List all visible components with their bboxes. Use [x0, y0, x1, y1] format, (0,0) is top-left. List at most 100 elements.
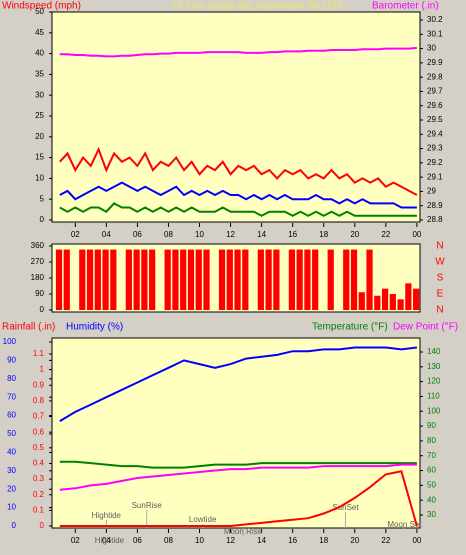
x-tick-label: 08 [164, 230, 173, 239]
y-tick-label: 1 [40, 365, 45, 374]
y-tick-label: 0.1 [33, 505, 45, 514]
annotation: Moon Rise [224, 527, 263, 536]
compass-label: E [437, 289, 444, 300]
bar [312, 249, 319, 310]
bar [133, 249, 140, 310]
bar [257, 249, 264, 310]
bar [405, 283, 412, 310]
y-tick-label: 30 [427, 44, 436, 53]
y-tick-label: 0 [40, 215, 45, 224]
x-tick-label: 12 [226, 230, 235, 239]
bar [397, 299, 404, 310]
bar [187, 249, 195, 310]
bar [327, 249, 334, 310]
series-line [59, 202, 417, 217]
bar [94, 249, 101, 310]
y-tick-label: 29.3 [427, 144, 443, 153]
annotation: Lowtide [189, 515, 217, 524]
y-tick-label: 90 [427, 421, 436, 430]
y-tick-label: 20 [35, 132, 44, 141]
y-tick-label: 80 [427, 436, 436, 445]
y-tick-label: 110 [427, 392, 440, 401]
bar [172, 249, 179, 310]
bar [180, 249, 187, 310]
bar [226, 249, 233, 310]
x-tick-label: 16 [288, 536, 297, 545]
plot-area [51, 337, 421, 529]
axis-label: Barometer (.in) [372, 1, 439, 12]
y-tick-label: 50 [7, 429, 16, 438]
x-tick-label: 18 [319, 230, 328, 239]
x-tick-label: 22 [381, 230, 390, 239]
series-line [59, 460, 417, 469]
bar [55, 249, 63, 310]
x-tick-label: 02 [71, 230, 80, 239]
bar [374, 295, 381, 310]
y-tick-label: 60 [7, 411, 16, 420]
y-tick-label: 360 [31, 241, 45, 250]
y-tick-label: 70 [7, 392, 16, 401]
bar [149, 249, 156, 310]
annotation: Moon Set [387, 520, 422, 529]
x-tick-label: 14 [257, 536, 266, 545]
y-tick-label: 28.8 [427, 215, 443, 224]
x-tick-label: 16 [288, 230, 297, 239]
annotation: Hightide [92, 511, 122, 520]
y-tick-label: 1.1 [33, 349, 45, 358]
y-tick-label: 0 [40, 521, 45, 530]
y-tick-label: 29.2 [427, 158, 443, 167]
y-tick-label: 70 [427, 451, 436, 460]
y-tick-label: 40 [7, 448, 16, 457]
bar [288, 249, 296, 310]
y-tick-label: 15 [35, 153, 44, 162]
y-tick-label: 0.2 [33, 490, 45, 499]
y-tick-label: 100 [3, 337, 17, 346]
compass-label: S [437, 273, 444, 284]
y-tick-label: 40 [35, 49, 44, 58]
bar [234, 249, 241, 310]
x-tick-label: 14 [257, 230, 266, 239]
y-tick-label: 10 [7, 503, 16, 512]
y-tick-label: 0.5 [33, 443, 45, 452]
y-tick-label: 35 [35, 70, 44, 79]
y-tick-label: 60 [427, 466, 436, 475]
y-tick-label: 180 [31, 273, 45, 282]
y-tick-label: 30.2 [427, 15, 443, 24]
y-tick-label: 29.4 [427, 129, 443, 138]
axis-label: Windspeed (mph) [2, 1, 81, 12]
bar [413, 288, 420, 310]
x-tick-label: 22 [381, 536, 390, 545]
y-tick-label: 50 [427, 480, 436, 489]
bar [164, 249, 171, 310]
x-tick-label: 20 [350, 536, 359, 545]
y-tick-label: 130 [427, 362, 441, 371]
annotation: Hightide [95, 536, 125, 545]
compass-label: N [436, 305, 443, 316]
x-tick-label: 10 [195, 536, 204, 545]
y-tick-label: 120 [427, 377, 441, 386]
compass-label: W [435, 257, 445, 268]
y-tick-label: 30.1 [427, 29, 443, 38]
x-tick-label: 10 [195, 230, 204, 239]
y-tick-label: 0.3 [33, 474, 45, 483]
y-tick-label: 270 [31, 257, 45, 266]
annotation: SunSet [332, 503, 359, 512]
y-tick-label: 29.9 [427, 58, 443, 67]
series-line [59, 46, 417, 58]
y-tick-label: 29.1 [427, 172, 443, 181]
bar [195, 249, 202, 310]
y-tick-label: 10 [35, 174, 44, 183]
x-tick-label: 08 [164, 536, 173, 545]
y-tick-label: 5 [40, 194, 45, 203]
compass-label: N [436, 241, 443, 252]
annotation: SunRise [132, 501, 163, 510]
bar [389, 294, 396, 310]
bar [381, 288, 389, 310]
bar [265, 249, 272, 310]
x-tick-label: 04 [102, 230, 111, 239]
x-tick-label: 20 [350, 230, 359, 239]
y-tick-label: 25 [35, 111, 44, 120]
bar [350, 249, 358, 310]
axis-label: Temperature (°F) [312, 322, 388, 333]
y-tick-label: 0.9 [33, 380, 45, 389]
